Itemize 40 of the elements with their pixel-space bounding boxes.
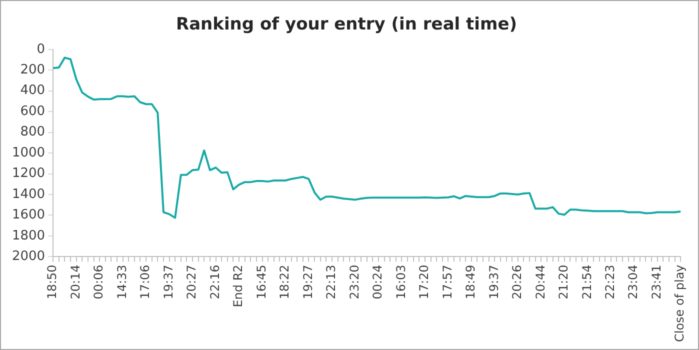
y-tick-label: 600: [20, 104, 46, 119]
x-tick-label: 21:54: [580, 264, 594, 300]
x-tick-label: 19:37: [486, 264, 501, 300]
x-tick-label: 23:41: [649, 264, 664, 300]
x-tick-label: 19:37: [161, 264, 176, 300]
y-tick-label: 0: [36, 42, 46, 57]
y-tick-label: 1600: [12, 208, 46, 223]
x-tick-label: 23:04: [626, 264, 640, 300]
y-tick-label: 2000: [12, 249, 46, 264]
x-tick-label: 22:23: [603, 264, 617, 300]
x-tick-label: 23:20: [347, 264, 362, 300]
y-tick-label: 200: [20, 62, 46, 78]
x-tick-label: 19:27: [300, 264, 315, 300]
y-tick-label: 1200: [12, 166, 46, 182]
x-tick-label: 16:45: [254, 264, 268, 300]
x-tick-label: End R2: [231, 264, 246, 308]
x-tick-label: 18:22: [278, 264, 292, 300]
x-tick-label: 16:03: [394, 264, 408, 300]
x-tick-label: 17:20: [417, 264, 432, 300]
y-tick-label: 800: [20, 124, 46, 140]
x-tick-label: 22:16: [208, 264, 222, 300]
y-tick-label: 1800: [12, 228, 46, 244]
x-tick-label: 17:06: [138, 264, 152, 300]
y-tick-label: 400: [20, 83, 46, 98]
x-tick-label: 00:06: [92, 264, 106, 300]
x-tick-label: 20:26: [510, 264, 524, 300]
x-tick-label: 18:49: [464, 264, 478, 300]
x-tick-label: 22:13: [324, 264, 338, 300]
y-tick-label: 1000: [12, 145, 46, 160]
x-tick-label: 14:33: [114, 264, 129, 300]
x-tick-label: Close of play: [672, 264, 687, 342]
x-tick-label: 21:20: [556, 264, 571, 300]
x-tick-label: 00:24: [370, 264, 385, 300]
x-tick-label: 18:50: [45, 264, 60, 300]
x-tick-label: 17:57: [440, 264, 454, 300]
x-tick-label: 20:44: [533, 264, 548, 300]
y-tick-label: 1400: [12, 186, 46, 202]
x-tick-label: 20:27: [184, 264, 199, 300]
x-tick-label: 20:14: [68, 264, 82, 300]
chart-title: Ranking of your entry (in real time): [176, 14, 518, 35]
